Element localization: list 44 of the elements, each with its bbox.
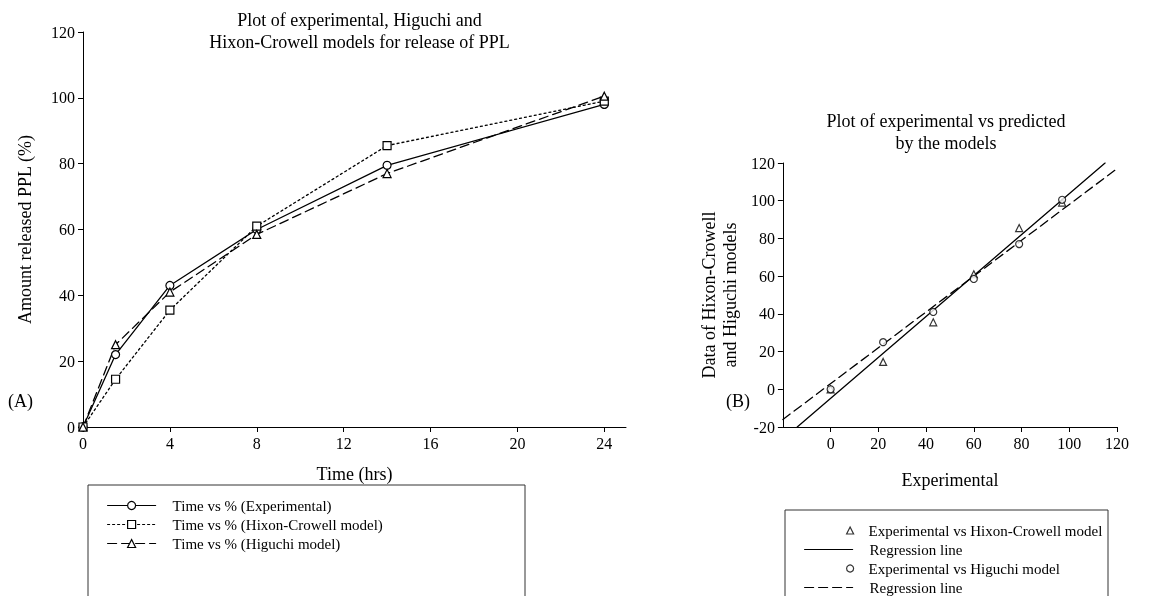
x-tick-label: 120 <box>1105 434 1129 452</box>
y-tick-label: 80 <box>59 155 75 173</box>
legend-label: Experimental vs Higuchi model <box>868 560 1060 577</box>
y-tick-label: 100 <box>51 89 75 107</box>
x-tick-label: 24 <box>596 434 613 452</box>
y-tick-label: 40 <box>758 305 775 323</box>
x-axis-title: Experimental <box>901 469 999 490</box>
x-tick-label: 20 <box>509 434 526 452</box>
y-axis-title: Data of Hixon-Crowell and Higuchi models <box>698 211 740 379</box>
y-axis-title: Amount released PPL (%) <box>14 135 36 324</box>
x-tick-label: 80 <box>1013 434 1030 452</box>
x-tick-label: 100 <box>1057 434 1082 452</box>
chart-title: Plot of experimental vs predicted by the models <box>826 111 1066 153</box>
y-tick-label: 0 <box>766 380 775 398</box>
chart-title: Plot of experimental, Higuchi and Hixon-Crowell models for release of PPL <box>209 10 510 52</box>
x-tick-label: 0 <box>826 434 835 452</box>
x-tick-label: 16 <box>422 434 439 452</box>
legend-label: Regression line <box>869 541 963 558</box>
legend-label: Time vs % (Experimental) <box>172 497 332 515</box>
y-tick-label: 20 <box>59 352 75 370</box>
y-tick-label: 120 <box>750 154 775 172</box>
y-tick-label: 0 <box>67 418 75 436</box>
legend-label: Regression line <box>869 579 963 596</box>
y-tick-label: 120 <box>51 23 75 41</box>
legend-label: Experimental vs Hixon-Crowell model <box>868 522 1103 539</box>
x-tick-label: 20 <box>870 434 887 452</box>
x-tick-label: 60 <box>965 434 982 452</box>
y-tick-label: 60 <box>758 267 775 285</box>
y-tick-label: 20 <box>758 343 775 361</box>
y-tick-label: 100 <box>750 192 775 210</box>
x-tick-label: 8 <box>252 434 261 452</box>
x-axis-title: Time (hrs) <box>316 463 393 485</box>
x-tick-label: 12 <box>335 434 352 452</box>
text: (A) <box>8 391 33 412</box>
x-tick-label: 40 <box>918 434 935 452</box>
y-tick-label: 40 <box>59 286 75 304</box>
legend-label: Time vs % (Higuchi model) <box>172 535 341 553</box>
y-tick-label: 60 <box>59 221 75 238</box>
text: (B) <box>726 391 750 412</box>
x-tick-label: 4 <box>165 434 174 452</box>
legend-label: Time vs % (Hixon-Crowell model) <box>172 516 383 534</box>
x-tick-label: 0 <box>79 434 87 452</box>
y-tick-label: 80 <box>758 229 775 247</box>
y-tick-label: -20 <box>753 418 775 436</box>
